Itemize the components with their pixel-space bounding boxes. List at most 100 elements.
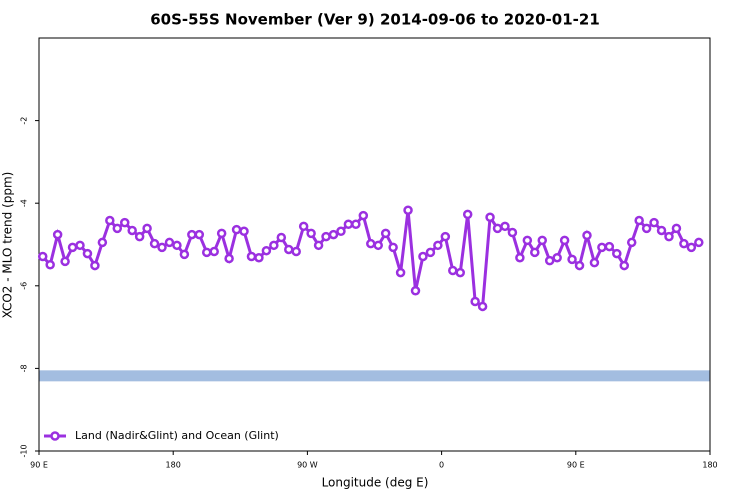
x-tick-label: 0: [439, 461, 444, 470]
data-point: [172, 240, 182, 251]
data-point: [37, 251, 48, 262]
data-point: [567, 254, 577, 265]
data-point: [366, 238, 376, 249]
data-point: [90, 260, 100, 271]
reference-band: [39, 370, 710, 382]
data-point: [321, 231, 331, 242]
data-point: [522, 235, 533, 246]
data-point: [373, 240, 383, 251]
y-tick-label: -10: [20, 444, 29, 457]
legend-marker: [50, 431, 60, 441]
data-point: [462, 209, 473, 220]
x-tick-label: 180: [702, 461, 717, 470]
data-point: [336, 226, 346, 237]
data-point: [75, 240, 85, 251]
data-point: [515, 252, 525, 263]
data-point: [477, 301, 488, 312]
data-point: [649, 217, 659, 228]
data-point: [455, 267, 465, 278]
data-point: [380, 228, 391, 239]
data-point: [604, 241, 615, 252]
x-tick-label: 90 W: [297, 461, 318, 470]
data-point: [448, 265, 458, 276]
data-point: [656, 225, 667, 236]
data-point: [351, 219, 361, 230]
data-point: [127, 225, 137, 236]
x-tick-label: 90 E: [30, 461, 48, 470]
y-axis-label: XCO2 - MLO trend (ppm): [1, 172, 15, 319]
data-point: [119, 217, 130, 228]
y-tick-label: -6: [20, 282, 29, 290]
data-point: [395, 267, 406, 278]
data-point: [634, 215, 644, 226]
data-point: [626, 237, 637, 248]
legend-label: Land (Nadir&Glint) and Ocean (Glint): [75, 429, 279, 442]
data-point: [425, 247, 436, 258]
data-point: [612, 248, 622, 259]
data-point: [552, 252, 562, 263]
data-point: [440, 231, 451, 242]
data-point: [306, 228, 316, 239]
data-point: [142, 223, 152, 234]
data-point: [694, 237, 704, 248]
data-point: [187, 229, 197, 240]
data-point: [589, 257, 600, 268]
data-point: [157, 242, 167, 253]
data-point: [641, 223, 652, 234]
x-tick-label: 180: [166, 461, 181, 470]
data-point: [52, 229, 63, 240]
data-point: [149, 238, 160, 249]
data-point: [679, 238, 689, 249]
data-point: [105, 215, 115, 226]
data-point: [671, 223, 682, 234]
data-point: [112, 223, 123, 234]
data-point: [664, 231, 674, 242]
data-point: [418, 251, 428, 262]
data-point: [507, 227, 518, 238]
data-point: [298, 221, 309, 232]
series-line: [41, 210, 700, 310]
data-point: [97, 237, 108, 248]
data-point: [582, 230, 592, 241]
data-point: [60, 256, 70, 267]
y-tick-label: -2: [20, 117, 29, 125]
chart-title: 60S-55S November (Ver 9) 2014-09-06 to 2…: [150, 11, 600, 29]
plot-frame: [38, 37, 711, 452]
data-point: [537, 235, 547, 246]
data-point: [313, 240, 324, 251]
data-point: [544, 255, 555, 266]
data-point: [224, 253, 234, 264]
data-point: [216, 228, 227, 239]
data-point: [284, 244, 294, 255]
data-point: [492, 223, 503, 234]
data-point: [239, 226, 249, 237]
data-point: [619, 260, 630, 271]
data-point: [358, 210, 369, 221]
x-tick-label: 90 E: [567, 461, 585, 470]
data-point: [343, 219, 354, 230]
data-point: [530, 247, 540, 258]
data-point: [291, 246, 301, 257]
data-point: [470, 296, 480, 307]
data-point: [597, 242, 607, 253]
data-point: [574, 260, 585, 271]
data-point: [194, 229, 205, 240]
data-point: [559, 235, 570, 246]
data-point: [246, 251, 257, 262]
data-point: [82, 248, 93, 259]
data-point: [179, 249, 190, 260]
data-point: [485, 212, 495, 222]
data-point: [388, 242, 398, 253]
data-point: [433, 240, 443, 251]
data-point: [328, 229, 339, 240]
data-point: [67, 242, 78, 253]
data-point: [45, 259, 55, 270]
y-tick-label: -8: [20, 364, 29, 372]
data-point: [254, 252, 264, 263]
data-point: [202, 247, 212, 258]
data-point: [269, 240, 279, 251]
data-point: [500, 221, 510, 232]
data-point: [231, 224, 242, 235]
data-point: [261, 245, 272, 256]
